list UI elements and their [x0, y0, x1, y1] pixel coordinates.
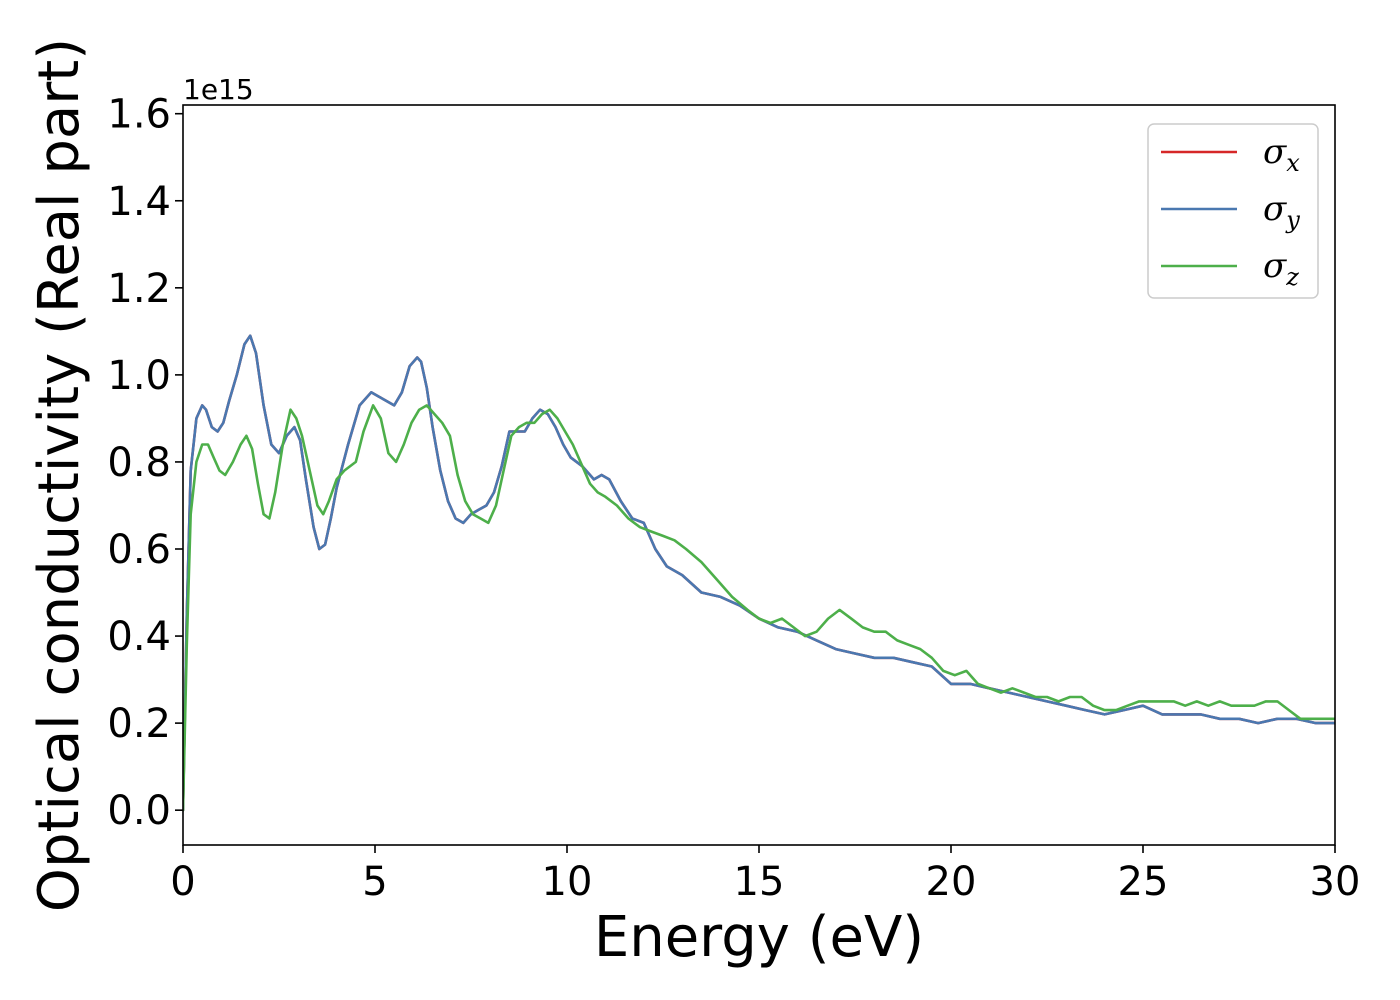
legend-symbol: σ: [1263, 132, 1287, 172]
legend-label-x: σx: [1263, 132, 1300, 177]
x-tick-label: 20: [926, 859, 977, 905]
y-axis-title: Optical conductivity (Real part): [27, 38, 92, 912]
legend-box: [1147, 123, 1319, 299]
y-tick-label: 0.4: [107, 614, 171, 660]
x-tick-label: 15: [734, 859, 785, 905]
legend-label-z: σz: [1263, 246, 1299, 291]
x-axis-title: Energy (eV): [594, 905, 924, 970]
x-tick-label: 30: [1310, 859, 1361, 905]
y-tick-label: 0.0: [107, 788, 171, 834]
legend-subscript: y: [1285, 206, 1300, 234]
series-line-z: [183, 404, 1335, 812]
y-axis-ticks: 0.0 0.2 0.4 0.6 0.8 1.0 1.2 1.4 1.6: [107, 92, 183, 834]
legend-subscript: x: [1286, 149, 1300, 177]
x-tick-label: 10: [542, 859, 593, 905]
y-tick-label: 1.6: [107, 92, 171, 138]
legend-symbol: σ: [1263, 246, 1287, 286]
y-tick-label: 0.6: [107, 527, 171, 573]
legend-subscript: z: [1285, 263, 1299, 291]
legend-symbol: σ: [1263, 189, 1287, 229]
y-tick-label: 0.8: [107, 440, 171, 486]
x-axis-ticks: 0 5 10 15 20 25 30: [170, 845, 1360, 905]
series-layer: [183, 334, 1335, 812]
y-axis-offset-text: 1e15: [183, 73, 254, 106]
y-tick-label: 1.4: [107, 179, 171, 225]
y-tick-label: 1.0: [107, 353, 171, 399]
x-tick-label: 25: [1118, 859, 1169, 905]
x-tick-label: 0: [170, 859, 195, 905]
legend-label-y: σy: [1263, 189, 1300, 234]
y-tick-label: 1.2: [107, 266, 171, 312]
x-tick-label: 5: [362, 859, 387, 905]
y-tick-label: 0.2: [107, 701, 171, 747]
